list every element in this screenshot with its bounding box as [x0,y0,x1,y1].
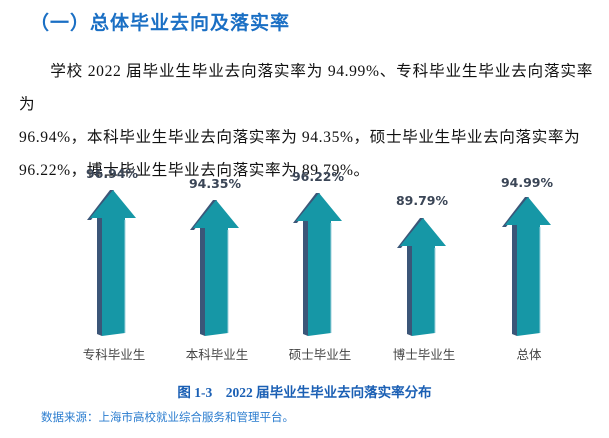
arrow-boshi [397,218,446,336]
category-label-boshi: 博士毕业生 [392,347,456,362]
category-label-zhuanke: 专科毕业生 [82,347,146,362]
arrow-benke [190,200,239,336]
paragraph-line-2: 96.94%，本科毕业生毕业去向落实率为 94.35%，硕士毕业生毕业去向落实率… [19,129,581,146]
value-label-zongti: 94.99% [500,175,554,190]
arrow-zongti [502,197,551,336]
data-source-note: 数据来源：上海市高校就业综合服务和管理平台。 [41,410,294,424]
figure-caption: 图 1-3 2022 届毕业生毕业去向落实率分布 [177,385,432,400]
chart-arrows [87,190,551,336]
section-title: （一）总体毕业去向及落实率 [30,12,291,34]
arrow-zhuanke [87,190,136,336]
value-label-boshi: 89.79% [395,193,449,208]
category-label-benke: 本科毕业生 [185,347,249,362]
value-label-shuoshi: 96.22% [291,169,345,184]
paragraph-line-1: 学校 2022 届毕业生毕业去向落实率为 94.99%、专科毕业生毕业去向落实率… [19,63,593,113]
arrow-bar-chart: 96.94% 94.35% 96.22% 89.79% 94.99% 专科毕业生… [0,150,609,370]
summary-paragraph: 学校 2022 届毕业生毕业去向落实率为 94.99%、专科毕业生毕业去向落实率… [19,55,593,187]
value-label-benke: 94.35% [188,176,242,191]
paragraph-line-3: 96.22%，博士毕业生毕业去向落实率为 89.79%。 [19,162,370,179]
arrow-shuoshi [293,193,342,336]
category-label-shuoshi: 硕士毕业生 [288,347,352,362]
category-label-zongti: 总体 [516,347,542,362]
value-label-zhuanke: 96.94% [85,166,139,181]
